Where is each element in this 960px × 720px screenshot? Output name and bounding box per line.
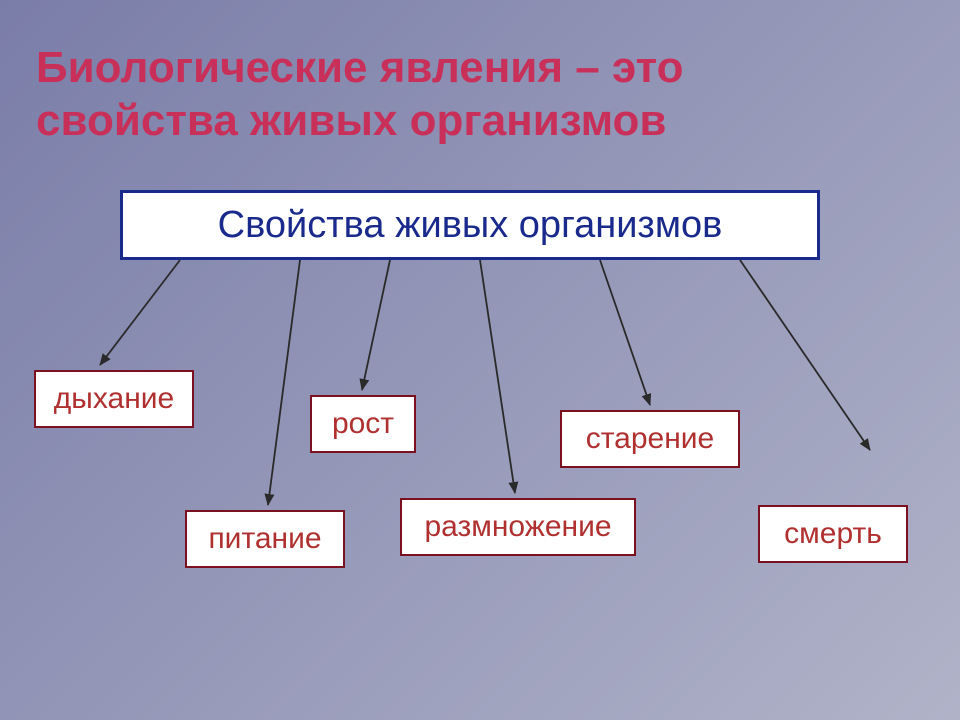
leaf-label: дыхание [54,382,174,416]
root-box: Свойства живых организмов [120,190,820,260]
arrow [480,260,515,493]
root-box-label: Свойства живых организмов [218,204,723,247]
slide-title: Биологические явления – это свойства жив… [36,42,684,148]
leaf-breathing: дыхание [34,370,194,428]
leaf-reproduction: размножение [400,498,636,556]
leaf-label: питание [208,522,321,556]
leaf-death: смерть [758,505,908,563]
leaf-label: старение [586,422,714,456]
arrow [268,260,300,505]
leaf-growth: рост [310,395,416,453]
slide: Биологические явления – это свойства жив… [0,0,960,720]
leaf-label: рост [332,407,394,441]
arrow [600,260,650,405]
title-line2: свойства живых организмов [36,96,666,145]
arrow [100,260,180,365]
leaf-label: смерть [784,517,882,551]
title-line1: Биологические явления – это [36,43,684,92]
leaf-nutrition: питание [185,510,345,568]
leaf-aging: старение [560,410,740,468]
arrow [740,260,870,450]
leaf-label: размножение [424,510,611,544]
arrow [362,260,390,390]
